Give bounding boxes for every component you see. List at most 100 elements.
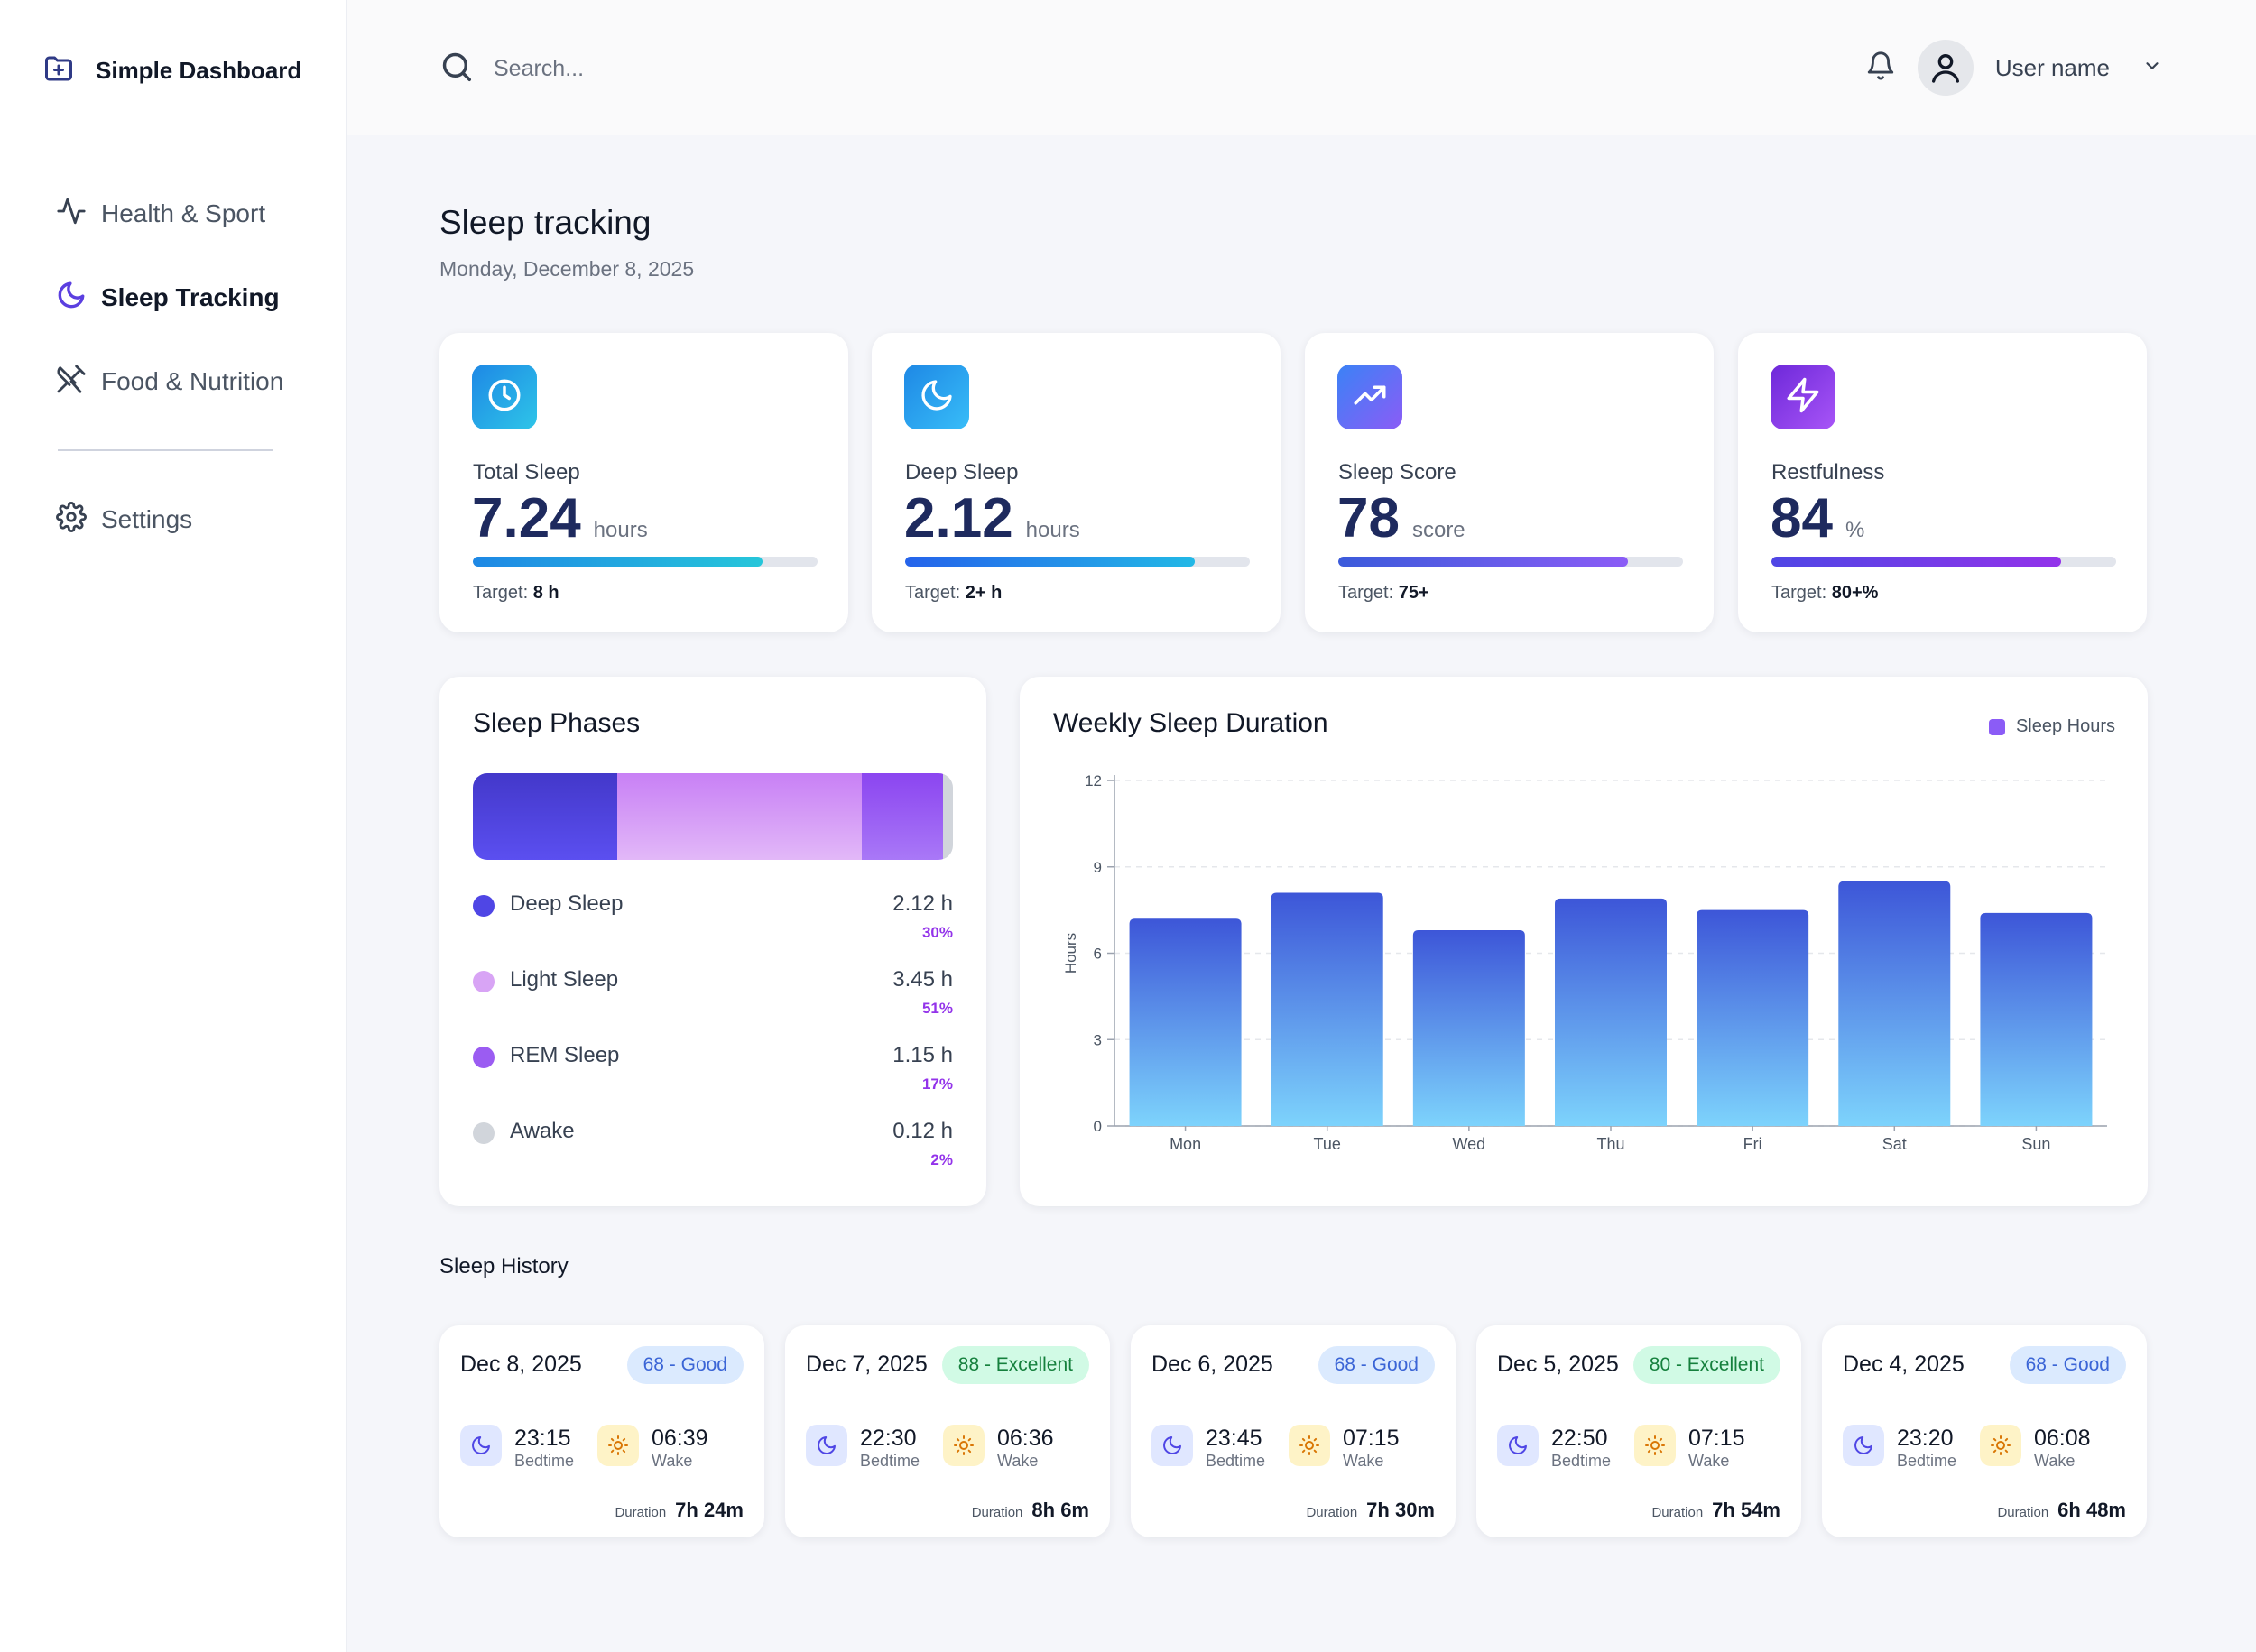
sidebar-item-food-nutrition[interactable]: Food & Nutrition (56, 362, 291, 401)
weekly-sleep-card: Weekly Sleep Duration Sleep Hours 0 3 6 9 12… (1020, 677, 2148, 1206)
chevron-down-icon[interactable] (2142, 56, 2162, 80)
clock-icon (485, 376, 523, 419)
stat-card-sleep-score: Sleep Score 78 score Target: 75+ (1305, 333, 1714, 632)
brand[interactable]: Simple Dashboard (42, 52, 301, 89)
stat-label: Restfulness (1771, 460, 1885, 485)
moon-icon (1843, 1425, 1884, 1466)
weekly-bar-chart: 0 3 6 9 12 Hours Mon Tue Wed Thu Fri Sat Sun (1062, 772, 2107, 1153)
x-tick-label: Sun (2021, 1135, 2050, 1153)
score-badge: 68 - Good (2009, 1346, 2126, 1384)
wake-label: Wake (1688, 1452, 1730, 1470)
stat-icon-bg (472, 365, 537, 429)
progress-fill (473, 557, 763, 567)
wake-value: 07:15 (1688, 1426, 1745, 1451)
phase-dot (473, 895, 495, 917)
sidebar-item-settings[interactable]: Settings (56, 500, 192, 540)
chart-bar (1838, 881, 1951, 1126)
stat-value: 84 (1771, 487, 1833, 549)
chart-bar (1555, 898, 1667, 1126)
sidebar: Simple Dashboard Health & Sport Sleep Tr… (0, 0, 347, 1652)
bedtime-value: 23:45 (1206, 1426, 1262, 1451)
stat-card-total-sleep: Total Sleep 7.24 hours Target: 8 h (439, 333, 848, 632)
wake-block: 07:15 Wake (1289, 1425, 1400, 1471)
list-item: Deep Sleep 2.12 h 30% (473, 891, 953, 967)
history-card[interactable]: Dec 6, 2025 68 - Good 23:45 Bedtime 07:15 Wak… (1131, 1325, 1456, 1537)
wake-value: 06:08 (2034, 1426, 2091, 1451)
phase-hours: 2.12 h (892, 891, 953, 916)
x-tick-label: Fri (1743, 1135, 1762, 1153)
user-area: User name (1865, 40, 2162, 96)
history-card[interactable]: Dec 8, 2025 68 - Good 23:15 Bedtime 06:39 Wak… (439, 1325, 764, 1537)
phase-segment (616, 773, 862, 860)
wake-block: 07:15 Wake (1634, 1425, 1745, 1471)
chart-bar (1697, 909, 1809, 1126)
topbar: User name (347, 0, 2256, 135)
bedtime-label: Bedtime (1206, 1452, 1266, 1470)
stat-icon-bg (1771, 365, 1835, 429)
sun-icon (943, 1425, 985, 1466)
moon-icon (460, 1425, 502, 1466)
phase-hours: 1.15 h (892, 1043, 953, 1067)
stat-value: 78 (1337, 487, 1400, 549)
phase-name: Awake (510, 1119, 575, 1143)
wake-block: 06:08 Wake (1980, 1425, 2091, 1471)
duration-label: Duration (615, 1505, 667, 1520)
duration: Duration 7h 54m (1651, 1499, 1780, 1522)
progress-bar (1771, 557, 2116, 567)
stat-target: Target: 75+ (1338, 583, 1429, 603)
search-icon[interactable] (439, 50, 474, 88)
page-title: Sleep tracking (439, 204, 652, 241)
stat-target: Target: 80+% (1771, 583, 1879, 603)
avatar[interactable] (1917, 40, 1974, 96)
chart-bar (1129, 918, 1242, 1126)
history-date: Dec 5, 2025 (1497, 1352, 1619, 1377)
history-date: Dec 4, 2025 (1843, 1352, 1965, 1377)
duration-label: Duration (971, 1505, 1023, 1520)
duration-label: Duration (1651, 1505, 1704, 1520)
phase-hours: 0.12 h (892, 1119, 953, 1143)
progress-fill (905, 557, 1195, 567)
search-box[interactable] (439, 50, 945, 88)
gear-icon (56, 501, 87, 539)
phase-dot (473, 1047, 495, 1068)
wake-label: Wake (1343, 1452, 1384, 1470)
duration: Duration 8h 6m (972, 1499, 1089, 1522)
lightning-icon (1784, 376, 1822, 419)
history-card[interactable]: Dec 7, 2025 88 - Excellent 22:30 Bedtime 06:… (785, 1325, 1110, 1537)
sidebar-nav: Health & Sport Sleep Tracking Food & Nut… (56, 194, 291, 446)
history-card[interactable]: Dec 5, 2025 80 - Excellent 22:50 Bedtime 07:… (1476, 1325, 1801, 1537)
stat-unit: score (1411, 518, 1465, 542)
search-input[interactable] (494, 56, 945, 82)
moon-icon (1151, 1425, 1193, 1466)
stat-unit: hours (1025, 518, 1080, 542)
phase-hours: 3.45 h (892, 967, 953, 992)
phase-pct: 51% (921, 1000, 953, 1017)
wake-value: 06:36 (997, 1426, 1054, 1451)
history-title: Sleep History (439, 1254, 569, 1278)
wake-block: 06:39 Wake (597, 1425, 708, 1471)
username[interactable]: User name (1994, 53, 2110, 81)
list-item: Light Sleep 3.45 h 51% (473, 967, 953, 1043)
sun-icon (1980, 1425, 2021, 1466)
duration-value: 7h 30m (1366, 1499, 1435, 1521)
bell-icon[interactable] (1865, 50, 1896, 87)
chart-title: Weekly Sleep Duration (1053, 708, 1328, 738)
x-tick-label: Wed (1453, 1135, 1486, 1153)
x-tick-label: Tue (1314, 1135, 1341, 1153)
y-tick-label: 3 (1094, 1031, 1102, 1048)
legend-label: Sleep Hours (2015, 716, 2115, 736)
stat-value: 2.12 (904, 487, 1013, 549)
sleep-phases-card: Sleep Phases Deep Sleep 2.12 h 30% Light… (439, 677, 986, 1206)
chart-bar (1412, 929, 1525, 1126)
progress-fill (1338, 557, 1628, 567)
sidebar-item-health-sport[interactable]: Health & Sport (56, 194, 291, 234)
list-item: REM Sleep 1.15 h 17% (473, 1043, 953, 1119)
phase-segment (473, 773, 617, 860)
duration-value: 8h 6m (1031, 1499, 1089, 1521)
history-card[interactable]: Dec 4, 2025 68 - Good 23:20 Bedtime 06:08 Wak… (1822, 1325, 2147, 1537)
bedtime-label: Bedtime (1897, 1452, 1957, 1470)
bedtime-block: 23:15 Bedtime (460, 1425, 574, 1471)
phase-stacked-bar (473, 773, 953, 860)
sidebar-item-sleep-tracking[interactable]: Sleep Tracking (56, 278, 291, 318)
history-date: Dec 8, 2025 (460, 1352, 582, 1377)
